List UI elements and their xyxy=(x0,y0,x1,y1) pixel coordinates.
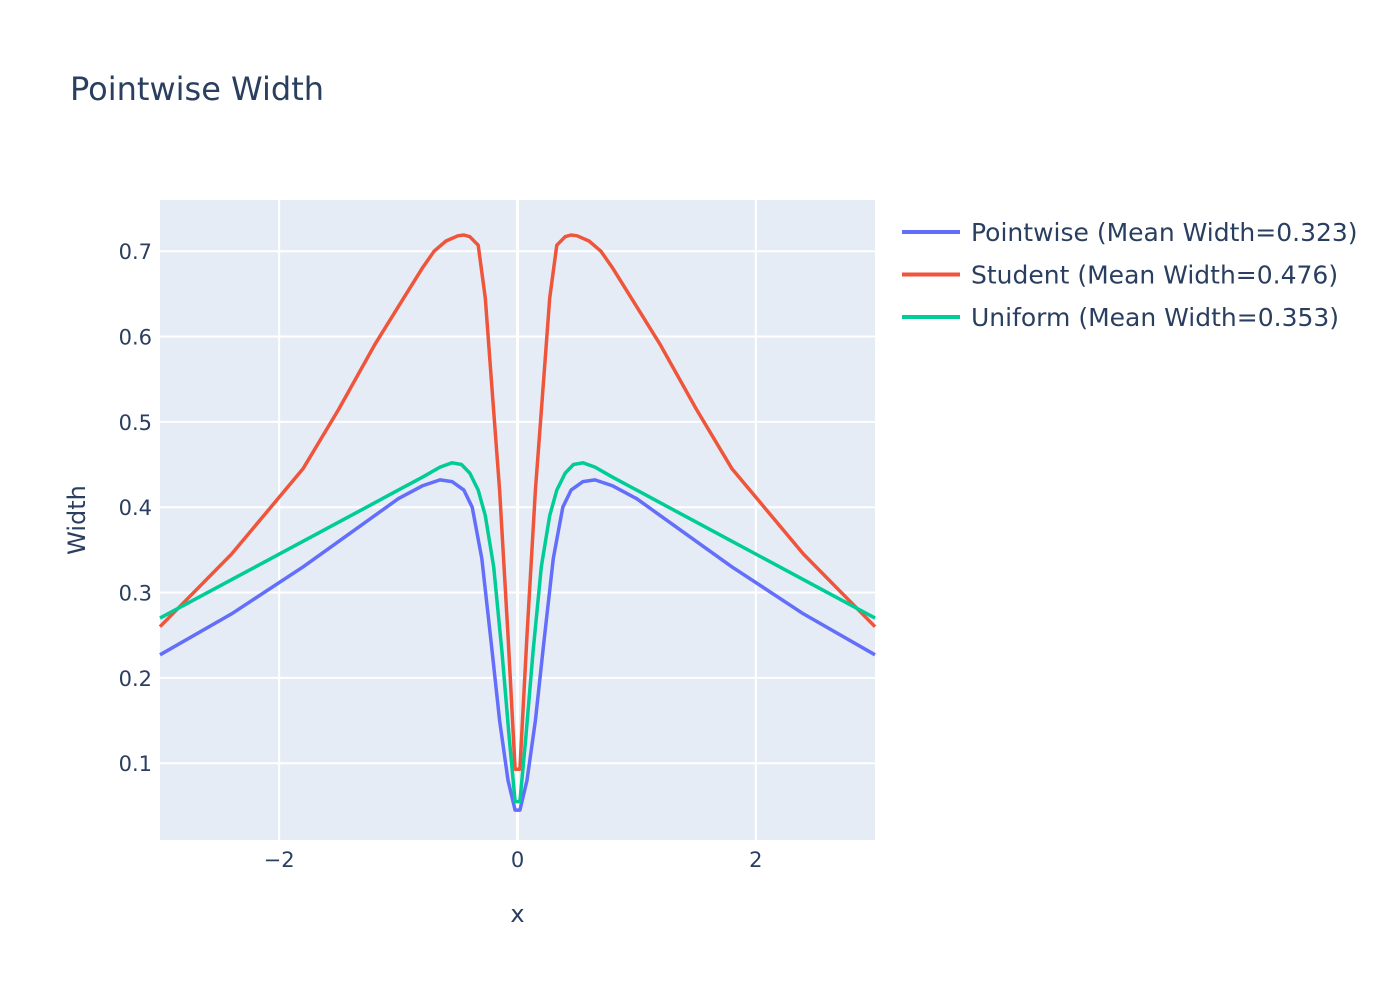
tick-labels: 0.1 0.2 0.3 0.4 0.5 0.6 0.7 −2 0 2 xyxy=(119,240,763,872)
y-tick-label: 0.6 xyxy=(119,326,152,350)
series-line-2 xyxy=(158,233,877,771)
legend-item-2[interactable]: Student (Mean Width=0.476) xyxy=(902,261,1338,290)
x-tick-label: 0 xyxy=(511,848,524,872)
chart-title: Pointwise Width xyxy=(70,70,324,108)
legend-label: Uniform (Mean Width=0.353) xyxy=(971,303,1339,332)
series-line-1 xyxy=(159,478,876,812)
y-tick-label: 0.3 xyxy=(119,582,152,606)
y-tick-label: 0.7 xyxy=(119,240,152,264)
legend-label: Pointwise (Mean Width=0.323) xyxy=(971,218,1358,247)
y-tick-label: 0.5 xyxy=(119,411,152,435)
legend[interactable]: Pointwise (Mean Width=0.323) Student (Mea… xyxy=(902,218,1358,332)
series-line-3 xyxy=(159,461,876,804)
legend-label: Student (Mean Width=0.476) xyxy=(971,261,1338,290)
legend-item-1[interactable]: Pointwise (Mean Width=0.323) xyxy=(902,218,1358,247)
legend-item-3[interactable]: Uniform (Mean Width=0.353) xyxy=(902,303,1339,332)
series-lines xyxy=(158,233,877,812)
x-tick-label: 2 xyxy=(749,848,762,872)
x-axis-label: x xyxy=(510,900,524,928)
y-tick-label: 0.1 xyxy=(119,752,152,776)
y-tick-label: 0.2 xyxy=(119,667,152,691)
x-tick-label: −2 xyxy=(264,848,295,872)
y-axis-label: Width xyxy=(63,485,91,555)
y-tick-label: 0.4 xyxy=(119,496,152,520)
grid xyxy=(160,200,875,840)
